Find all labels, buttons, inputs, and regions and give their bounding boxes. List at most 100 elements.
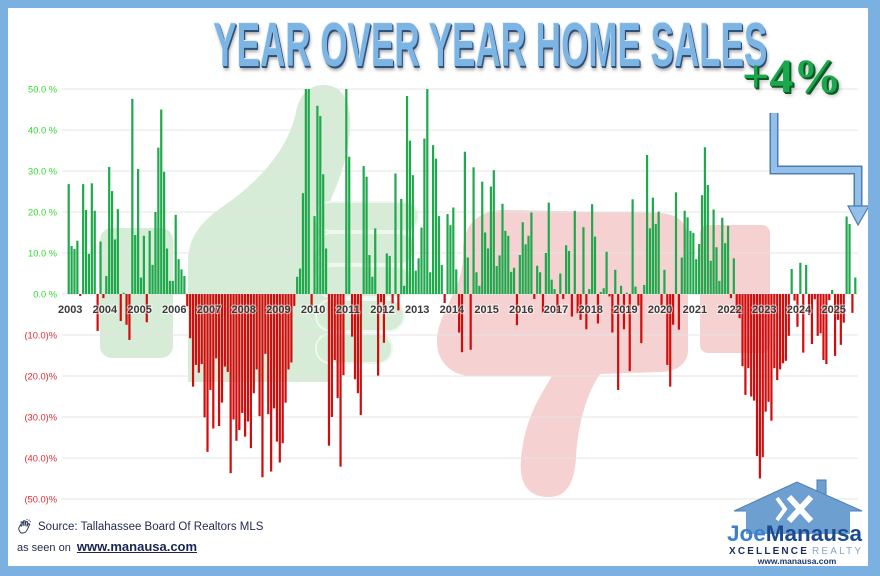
bar-negative [391, 294, 394, 304]
bar-negative [628, 294, 631, 372]
bar-negative [252, 294, 255, 394]
bar-positive [385, 253, 388, 294]
bar-positive [434, 158, 438, 294]
bar-positive [417, 258, 420, 294]
bar-positive [174, 214, 177, 294]
bar-positive [116, 209, 119, 294]
bar-positive [148, 230, 151, 294]
y-tick-label: (50.0)% [24, 494, 57, 504]
bar-negative [220, 294, 224, 403]
bar-negative [287, 294, 290, 370]
bar-positive [313, 216, 316, 294]
bar-positive [93, 210, 96, 294]
website-link[interactable]: www.manausa.com [76, 539, 198, 554]
bar-positive [831, 289, 834, 294]
bar-positive [481, 181, 484, 294]
bar-positive [721, 217, 724, 294]
y-tick-label: 40.0 % [28, 125, 57, 135]
bar-negative [611, 294, 614, 333]
bar-negative [293, 294, 296, 306]
bar-positive [657, 211, 660, 294]
bar-negative [194, 294, 198, 365]
bar-positive [463, 151, 466, 294]
bar-positive [423, 138, 426, 294]
bar-positive [799, 262, 802, 294]
bar-positive [99, 241, 102, 294]
bar-negative [828, 294, 831, 301]
bar-positive [700, 195, 704, 294]
bar-negative [206, 294, 209, 452]
bar-negative [839, 294, 842, 345]
bar-positive [122, 292, 125, 294]
logo-url: www.manausa.com [757, 556, 837, 566]
bar-negative [617, 294, 620, 390]
source-text: Source: Tallahassee Board Of Realtors ML… [38, 520, 264, 533]
bar-positive [538, 272, 542, 294]
bar-negative [261, 294, 264, 478]
bar-positive [322, 174, 325, 294]
bar-positive [301, 193, 305, 294]
bar-negative [813, 294, 816, 300]
bar-negative [570, 294, 573, 317]
bar-negative [842, 294, 845, 323]
bar-positive [790, 268, 793, 294]
bar-negative [443, 294, 446, 304]
bar-positive [510, 271, 513, 294]
bar-positive [527, 235, 530, 294]
bar-positive [689, 230, 692, 294]
bar-negative [585, 294, 588, 330]
bar-positive [573, 210, 576, 294]
bar-negative [102, 294, 105, 299]
bar-negative [270, 294, 273, 472]
bar-positive [87, 253, 91, 294]
bar-negative [145, 294, 148, 323]
bar-negative [669, 294, 672, 387]
bar-positive [139, 277, 143, 294]
bar-negative [744, 294, 747, 395]
bar-negative [241, 294, 244, 413]
bar-negative [255, 294, 258, 370]
bar-positive [440, 264, 443, 294]
bar-negative [290, 294, 293, 363]
bar-negative [779, 294, 782, 370]
bar-negative [533, 294, 536, 299]
bar-positive [619, 285, 623, 294]
bar-positive [593, 236, 597, 294]
bar-positive [695, 259, 698, 294]
bar-positive [530, 212, 533, 294]
bar-positive [486, 248, 490, 294]
bar-positive [324, 248, 328, 294]
bar-negative [119, 294, 122, 322]
bar-negative [189, 294, 192, 339]
bar-positive [683, 210, 686, 294]
x-tick-label: 2015 [474, 304, 498, 316]
bar-positive [160, 109, 163, 294]
logo-tagline-light: REALTY [812, 546, 861, 557]
bar-positive [567, 250, 571, 294]
bar-positive [142, 235, 145, 294]
bar-positive [489, 186, 493, 294]
logo-name-first: Joe [727, 521, 766, 546]
bar-positive [602, 288, 605, 294]
bar-negative [761, 294, 764, 458]
bar-positive [400, 198, 403, 294]
bar-negative [660, 294, 663, 306]
bars [67, 89, 857, 479]
bar-negative [79, 294, 82, 297]
x-tick-label: 2023 [752, 304, 776, 316]
bar-positive [76, 240, 79, 294]
bar-positive [698, 243, 701, 294]
bar-positive [362, 166, 365, 294]
y-tick-label: 10.0 % [28, 248, 57, 258]
x-axis-labels: 2003 2004 2005 2006 2007 2008 2009 2010 2011 2012… [57, 303, 847, 317]
bar-positive [82, 184, 85, 294]
bar-positive [706, 184, 709, 294]
bar-positive [504, 230, 507, 294]
bar-negative [186, 294, 189, 307]
bar-positive [544, 253, 547, 294]
bar-positive [845, 216, 848, 294]
bar-negative [382, 294, 386, 343]
bar-positive [599, 291, 602, 294]
bar-positive [67, 184, 70, 294]
